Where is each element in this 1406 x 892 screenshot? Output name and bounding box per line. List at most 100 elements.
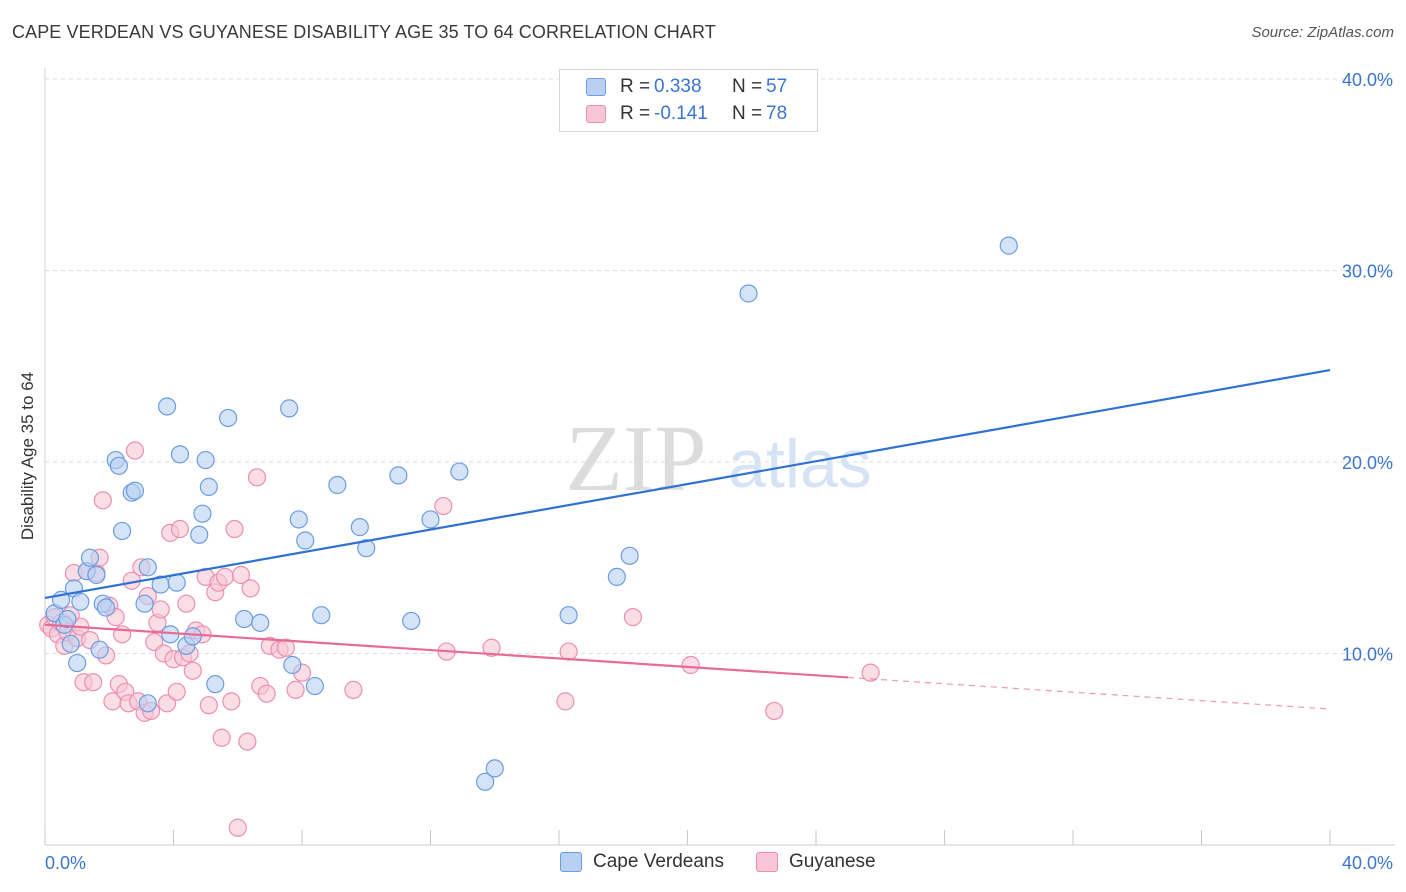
- cape-verdean-point: [280, 399, 299, 418]
- trend-lines: [44, 368, 1331, 710]
- cape-verdean-point: [125, 481, 145, 500]
- cape-verdean-point: [112, 521, 132, 541]
- grid-lines: [45, 78, 1395, 654]
- y-tick-label: 40.0%: [1342, 70, 1393, 90]
- blue-swatch: [586, 78, 606, 96]
- guyanese-point: [170, 519, 190, 539]
- chart-title: CAPE VERDEAN VS GUYANESE DISABILITY AGE …: [12, 22, 716, 42]
- guyanese-point: [286, 680, 305, 699]
- guyanese-point: [238, 732, 257, 751]
- guyanese-point: [84, 673, 103, 692]
- n-label: N =: [732, 76, 763, 97]
- guyanese-point: [177, 594, 196, 613]
- y-tick-label: 10.0%: [1342, 645, 1393, 665]
- cape-verdean-point: [193, 504, 212, 523]
- guyanese-point: [199, 696, 218, 715]
- r-label: R =: [620, 76, 651, 97]
- trend-line-cape-verdeans: [44, 368, 1331, 600]
- legend-label: Cape Verdeans: [593, 851, 724, 872]
- source-label: Source: ZipAtlas.com: [1251, 24, 1394, 41]
- guyanese-point: [861, 663, 880, 682]
- cape-verdean-point: [96, 598, 116, 617]
- cape-verdean-point: [296, 531, 315, 550]
- cape-verdean-point: [357, 539, 376, 558]
- cape-verdean-point: [485, 759, 504, 778]
- cape-verdean-point: [328, 475, 347, 495]
- axis-labels: 10.0% 20.0% 30.0% 40.0% 0.0% 40.0% Disability …: [18, 70, 1393, 873]
- data-points: [39, 236, 1018, 837]
- guyanese-point: [231, 565, 251, 585]
- trend-line-guyanese-extrapolated: [848, 676, 1331, 710]
- cape-verdean-point: [138, 694, 157, 713]
- x-tick-label-max: 40.0%: [1342, 853, 1393, 873]
- r-label: R =: [620, 103, 651, 124]
- cape-verdean-point: [402, 611, 421, 631]
- cape-verdean-point: [235, 609, 254, 629]
- y-axis-title: Disability Age 35 to 64: [18, 372, 37, 540]
- cape-verdean-point: [206, 675, 225, 694]
- blue-swatch: [560, 852, 582, 872]
- watermark-zip: ZIP: [566, 407, 707, 511]
- n-value: 57: [766, 76, 788, 97]
- cape-verdean-point: [350, 518, 369, 537]
- cape-verdean-point: [90, 640, 109, 659]
- cape-verdean-point: [87, 565, 106, 585]
- cape-verdean-point: [68, 653, 87, 673]
- r-value: -0.141: [654, 103, 708, 124]
- cape-verdean-point: [559, 606, 578, 625]
- y-tick-label: 30.0%: [1342, 262, 1393, 282]
- cape-verdean-point: [196, 450, 215, 470]
- guyanese-point: [559, 642, 578, 661]
- y-tick-label: 20.0%: [1342, 453, 1393, 473]
- cape-verdean-point: [71, 592, 90, 611]
- guyanese-point: [167, 682, 186, 701]
- cape-verdean-point: [170, 445, 190, 464]
- cape-verdean-point: [999, 236, 1018, 255]
- cape-verdean-point: [80, 548, 100, 567]
- trend-line-guyanese: [44, 623, 849, 679]
- guyanese-point: [276, 638, 296, 657]
- cape-verdean-point: [183, 627, 202, 646]
- cape-verdean-point: [199, 477, 218, 496]
- guyanese-point: [125, 441, 145, 460]
- guyanese-point: [681, 655, 700, 675]
- legend-item-cape-verdeans[interactable]: Cape Verdeans: [560, 851, 724, 873]
- guyanese-point: [212, 728, 231, 747]
- cape-verdean-point: [312, 606, 331, 625]
- cape-verdean-point: [607, 567, 626, 587]
- pink-swatch: [586, 105, 606, 123]
- cape-verdean-point: [135, 594, 154, 613]
- guyanese-point: [765, 701, 784, 721]
- guyanese-point: [241, 579, 260, 598]
- cape-verdean-point: [450, 462, 469, 481]
- cape-verdean-point: [219, 408, 238, 428]
- r-value: 0.338: [654, 76, 702, 97]
- series-legend: Cape Verdeans Guyanese: [560, 851, 908, 873]
- guyanese-point: [556, 692, 575, 711]
- guyanese-point: [215, 567, 234, 587]
- guyanese-point: [225, 519, 244, 539]
- guyanese-point: [151, 600, 170, 619]
- cape-verdean-point: [476, 772, 495, 791]
- cape-verdean-point: [138, 558, 157, 577]
- cape-verdean-point: [289, 510, 308, 529]
- cape-verdean-point: [251, 613, 270, 632]
- guyanese-point: [257, 684, 276, 703]
- guyanese-point: [344, 680, 363, 699]
- guyanese-point: [482, 638, 501, 657]
- n-value: 78: [766, 103, 788, 124]
- cape-verdean-point: [61, 634, 80, 654]
- guyanese-point: [434, 496, 453, 516]
- guyanese-point: [247, 468, 267, 487]
- guyanese-point: [222, 692, 241, 711]
- legend-row-guyanese: R = -0.141 N = 78: [586, 101, 787, 127]
- correlation-legend: R = 0.338 N = 57 R = -0.141 N = 78: [559, 69, 818, 132]
- cape-verdean-point: [620, 546, 639, 565]
- n-label: N =: [732, 103, 763, 124]
- guyanese-point: [623, 608, 642, 627]
- guyanese-point: [93, 491, 112, 510]
- legend-item-guyanese[interactable]: Guyanese: [756, 851, 876, 873]
- cape-verdean-point: [421, 510, 440, 529]
- guyanese-point: [183, 661, 202, 680]
